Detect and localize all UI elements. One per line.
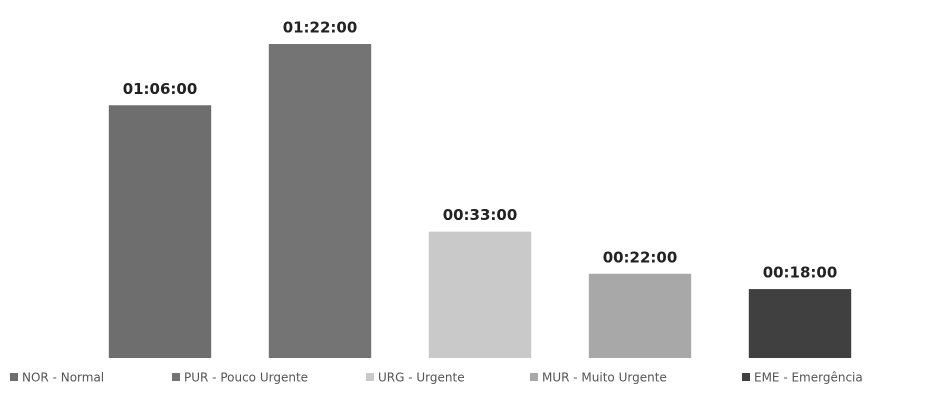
- legend-label: NOR - Normal: [22, 371, 104, 385]
- legend-label: MUR - Muito Urgente: [542, 371, 667, 385]
- bar: [268, 44, 372, 358]
- value-label: 00:18:00: [763, 264, 838, 282]
- bar: [108, 105, 212, 358]
- legend-label: PUR - Pouco Urgente: [184, 371, 308, 385]
- bar: [748, 289, 852, 358]
- bar: [428, 231, 532, 358]
- value-label: 01:22:00: [283, 19, 358, 37]
- legend-swatch: [10, 373, 18, 381]
- legend-label: EME - Emergência: [754, 371, 863, 385]
- legend-swatch: [172, 373, 180, 381]
- legend-label: URG - Urgente: [378, 371, 465, 385]
- bar: [588, 273, 692, 358]
- legend-swatch: [742, 373, 750, 381]
- value-label: 00:33:00: [443, 206, 518, 224]
- legend-swatch: [530, 373, 538, 381]
- legend-swatch: [366, 373, 374, 381]
- value-label: 00:22:00: [603, 248, 678, 266]
- value-label: 01:06:00: [123, 80, 198, 98]
